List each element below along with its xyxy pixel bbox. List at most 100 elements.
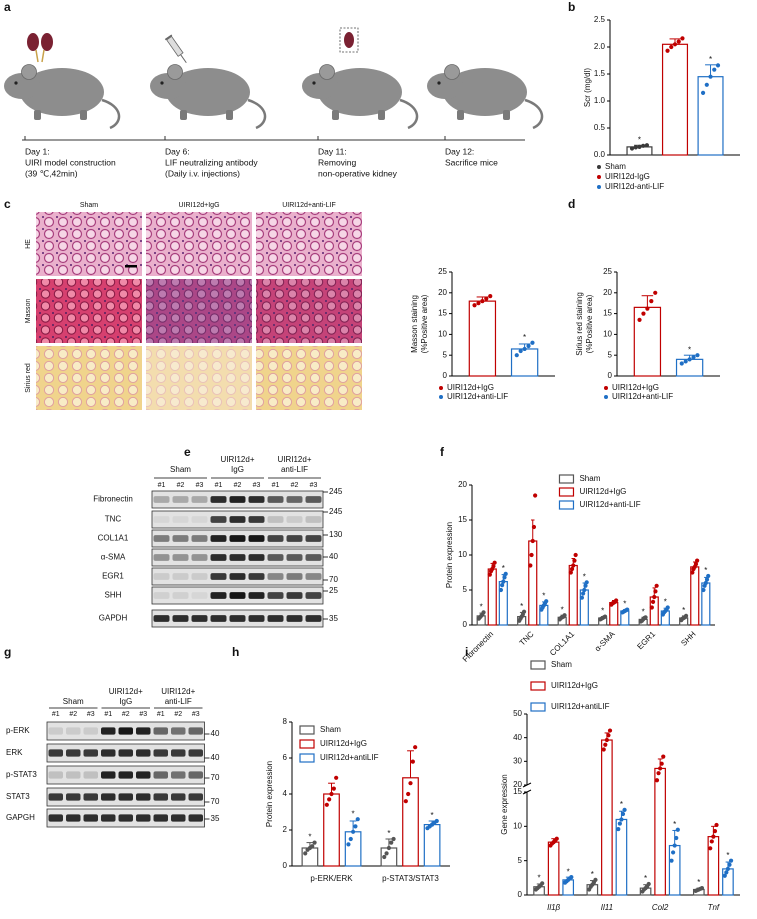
timeline-day: Day 6: [165, 146, 190, 156]
data-point [492, 560, 497, 565]
lane-label: #1 [104, 711, 112, 718]
group-header: UIRI12d+ [109, 687, 143, 696]
lane-label: #3 [87, 711, 95, 718]
data-point [649, 605, 654, 610]
significance-star: * [673, 820, 676, 829]
legend-label: UIRI12d+IgG [447, 383, 494, 392]
y-tick-label: 20 [438, 288, 447, 297]
legend-label: UIRI12d+anti-LIF [612, 392, 673, 401]
lane-label: #1 [52, 711, 60, 718]
y-tick-label: 6 [283, 753, 288, 762]
blot-band [188, 749, 203, 757]
group-header: Sham [170, 465, 191, 474]
histology-image [36, 212, 142, 276]
blot-band [267, 554, 284, 561]
blot-band [248, 592, 265, 599]
mw-marker: 40 [211, 729, 220, 738]
data-point [701, 587, 706, 593]
removed-kidney-icon [339, 27, 359, 53]
legend-label: Sham [579, 474, 600, 483]
y-tick-label: 0 [608, 371, 613, 380]
significance-star: * [502, 564, 505, 573]
blot-band [267, 535, 284, 542]
data-point [674, 835, 679, 841]
data-point [703, 580, 708, 586]
blot-band [188, 814, 203, 822]
data-point [654, 583, 659, 588]
data-point [491, 564, 496, 569]
blot-band [188, 771, 203, 779]
y-tick-label: 8 [283, 717, 288, 726]
data-point [481, 610, 486, 615]
y-axis-label: Protein expression [445, 522, 454, 588]
data-point [562, 613, 567, 618]
data-point [669, 858, 674, 863]
blot-band [191, 615, 208, 622]
blot-band [101, 727, 116, 735]
x-tick-label: Il11 [601, 903, 613, 912]
data-point [579, 595, 585, 600]
data-point [408, 781, 413, 786]
data-point [653, 589, 658, 594]
bar [510, 348, 539, 377]
data-point [645, 306, 650, 311]
row-label: Masson [25, 299, 32, 324]
blot-band [118, 793, 133, 801]
blot-band [153, 496, 170, 503]
timeline-text: LIF neutralizing antibody [165, 157, 258, 167]
blot-band [101, 771, 116, 779]
group-header: IgG [119, 697, 132, 706]
data-point [502, 575, 507, 580]
blot-band [286, 535, 303, 542]
row-label: p-ERK [6, 726, 30, 735]
lane-label: #3 [310, 482, 318, 489]
legend-marker [597, 165, 601, 169]
blot-band [153, 615, 170, 622]
legend-label: UIRI12d-IgG [605, 172, 650, 181]
legend-marker [439, 395, 443, 399]
y-tick-label: 1.0 [594, 96, 606, 105]
legend-marker [558, 474, 575, 484]
data-point [715, 63, 721, 68]
data-point [724, 870, 729, 875]
lane-label: #1 [157, 711, 165, 718]
bar [579, 589, 589, 626]
legend-label: UIRI12d+IgG [612, 383, 659, 392]
blot-band [83, 814, 98, 822]
y-tick-label: 10 [438, 330, 447, 339]
blot-band [171, 814, 186, 822]
y-tick-label: 10 [458, 550, 467, 559]
lane-label: #3 [139, 711, 147, 718]
mw-marker: 40 [211, 753, 220, 762]
data-point [727, 862, 732, 867]
data-point [680, 36, 685, 41]
blot-band [286, 516, 303, 523]
mouse-icons [2, 63, 544, 130]
histology-image [146, 279, 252, 343]
blot-band [191, 516, 208, 523]
group-header: UIRI12d+ [277, 455, 311, 464]
blot-band [66, 749, 81, 757]
bar [301, 847, 319, 867]
data-point [434, 818, 439, 824]
blot-band [48, 771, 63, 779]
histology-image [36, 279, 142, 343]
blot-band [286, 573, 303, 580]
significance-star: * [642, 607, 645, 616]
blot-band [229, 592, 246, 599]
panel-label: g [4, 645, 11, 659]
data-point [649, 299, 654, 304]
bar [344, 831, 362, 867]
blot-band [83, 793, 98, 801]
row-label: STAT3 [6, 792, 30, 801]
y-tick-label: 15 [603, 309, 612, 318]
blot-band [66, 814, 81, 822]
data-point [619, 817, 624, 822]
timeline-text: (39 ℃,42min) [25, 168, 78, 178]
mw-marker: 25 [329, 586, 338, 595]
timeline-text: non-operative kidney [318, 168, 398, 178]
blot-band [171, 771, 186, 779]
data-point [671, 850, 676, 855]
data-point [690, 570, 695, 575]
blot-band [153, 592, 170, 599]
